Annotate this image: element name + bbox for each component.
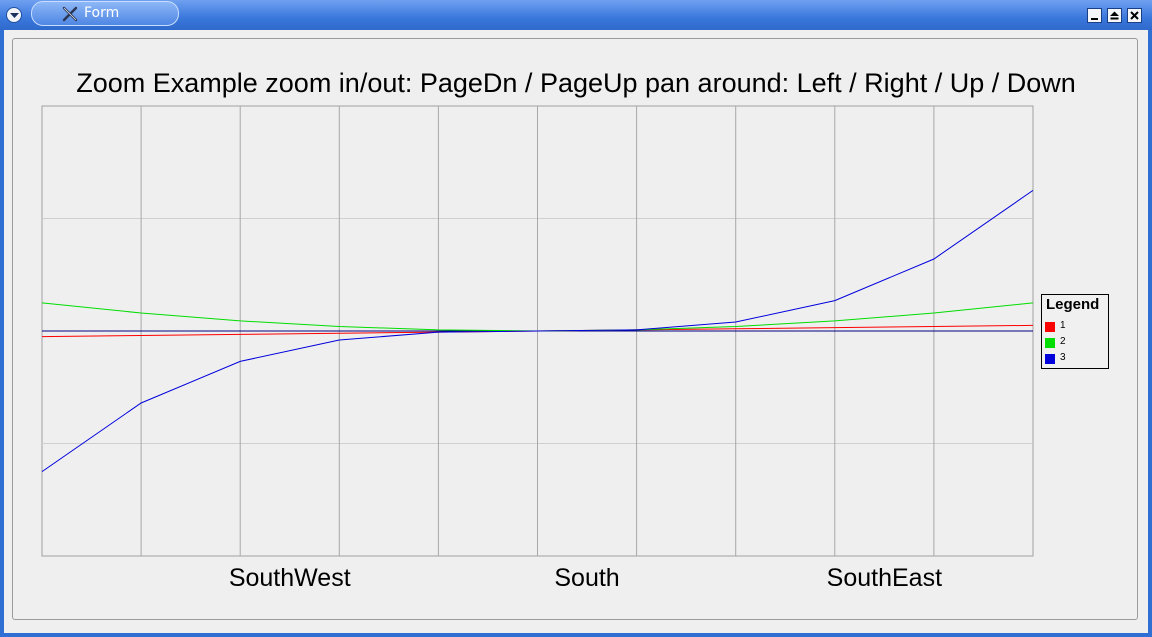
chart-legend: Legend 1 2 3 xyxy=(1041,294,1109,369)
x-tick-label-1: South xyxy=(554,564,619,592)
minimize-icon xyxy=(1091,18,1098,20)
window-title: Form xyxy=(84,5,120,21)
x-tick-label-2: SouthEast xyxy=(827,564,942,592)
maximize-icon xyxy=(1110,11,1119,20)
chart-title: Zoom Example zoom in/out: PageDn / PageU… xyxy=(76,68,1076,98)
legend-label-1: 1 xyxy=(1060,320,1066,331)
close-button[interactable] xyxy=(1127,8,1142,23)
legend-swatch-1 xyxy=(1045,322,1055,332)
window-title-tab[interactable]: Form xyxy=(31,1,179,26)
minimize-button[interactable] xyxy=(1087,8,1102,23)
legend-label-2: 2 xyxy=(1060,336,1066,347)
close-icon xyxy=(1130,11,1139,20)
legend-title: Legend xyxy=(1046,296,1100,313)
line-chart[interactable]: SouthWest South SouthEast xyxy=(4,30,1148,633)
x-tick-label-0: SouthWest xyxy=(229,564,351,592)
chevron-down-icon xyxy=(10,13,19,18)
series-3-line xyxy=(41,189,1034,473)
app-icon xyxy=(62,6,78,22)
window-menu-button[interactable] xyxy=(6,7,22,23)
window-titlebar[interactable]: Form xyxy=(0,0,1152,30)
window-client-area: Zoom Example zoom in/out: PageDn / PageU… xyxy=(4,30,1148,633)
legend-label-3: 3 xyxy=(1060,352,1066,363)
legend-swatch-3 xyxy=(1045,354,1055,364)
legend-swatch-2 xyxy=(1045,338,1055,348)
maximize-button[interactable] xyxy=(1107,8,1122,23)
